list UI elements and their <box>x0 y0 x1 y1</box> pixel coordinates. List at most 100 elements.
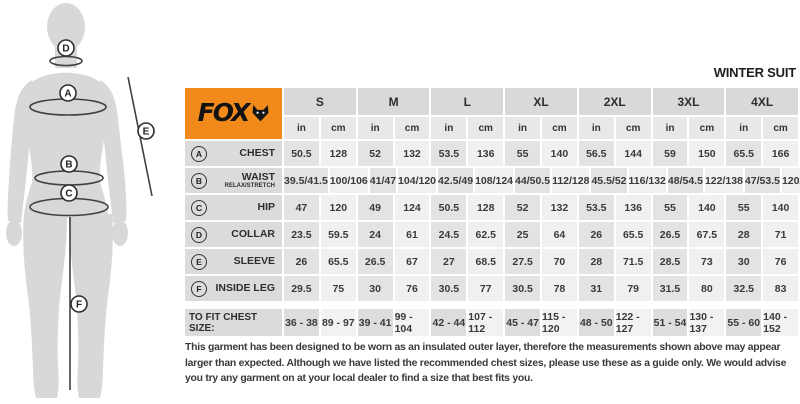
value-cell: 59 <box>652 141 688 166</box>
fox-logo-text: FOX <box>197 97 251 127</box>
row-label-cell: A CHEST <box>185 141 282 166</box>
value-cell: 100/106 <box>329 168 368 193</box>
value-cell: 30.5 <box>431 276 467 301</box>
size-header-2xl: 2XL <box>578 88 651 115</box>
row-label-cell: E SLEEVE <box>185 249 282 274</box>
table-row-collar: D COLLAR 23.5 59.5 24 61 24.5 62.5 25 64 26 65.5 26.… <box>185 222 799 247</box>
fit-value-cell: 122 - 127 <box>615 309 651 336</box>
value-cell: 31.5 <box>652 276 688 301</box>
diagram-letter-badges: A B C D E F <box>57 39 155 313</box>
value-cell: 77 <box>468 276 504 301</box>
diagram-badge-letter-a: A <box>64 89 71 100</box>
unit-header-4xl-in: in <box>726 117 762 139</box>
diagram-badge-circle-e <box>137 122 155 140</box>
value-cell: 140 <box>689 195 725 220</box>
fit-row-label: TO FIT CHEST SIZE: <box>189 311 258 334</box>
row-label-stack: INSIDE LEG <box>207 283 275 294</box>
value-cell: 31 <box>578 276 614 301</box>
fit-value-cell: 51 - 54 <box>652 309 688 336</box>
value-cell: 28.5 <box>652 249 688 274</box>
value-cell: 26 <box>578 222 614 247</box>
value-cell: 47/53.5 <box>744 168 780 193</box>
value-cell: 67 <box>394 249 430 274</box>
size-chart-table: FOX S M L XL 2XL 3XL 4XL in cm in cm in cm in cm in cm i… <box>185 88 800 336</box>
fit-value-cell: 89 - 97 <box>320 309 356 336</box>
value-cell: 122/138 <box>704 168 743 193</box>
fit-value-cell: 39 - 41 <box>357 309 393 336</box>
value-cell: 59.5 <box>320 222 356 247</box>
diagram-badge-letter-f: F <box>76 300 82 311</box>
row-label-stack: CHEST <box>207 148 275 159</box>
row-label-stack: HIP <box>207 202 275 213</box>
value-cell: 52 <box>357 141 393 166</box>
value-cell: 26.5 <box>357 249 393 274</box>
value-cell: 128 <box>468 195 504 220</box>
row-label-stack: COLLAR <box>207 229 275 240</box>
letter-badge-e: E <box>191 253 207 270</box>
value-cell: 144 <box>615 141 651 166</box>
value-cell: 50.5 <box>284 141 319 166</box>
fit-value-cell: 48 - 50 <box>578 309 614 336</box>
unit-header-xl-cm: cm <box>542 117 577 139</box>
value-cell: 65.5 <box>726 141 762 166</box>
body-measurement-diagram: A B C D E F <box>6 3 155 398</box>
value-cell: 140 <box>542 141 577 166</box>
value-cell: 29.5 <box>284 276 319 301</box>
row-label-stack: WAIST RELAX/STRETCH <box>207 172 275 190</box>
letter-badge-d: D <box>191 226 207 243</box>
table-row-waist: B WAIST RELAX/STRETCH 39.5/41.5 100/106 41/47… <box>185 168 800 193</box>
value-cell: 68.5 <box>468 249 504 274</box>
table-row-inside-leg: F INSIDE LEG 29.5 75 30 76 30.5 77 30.5 78 31 79 31.… <box>185 276 799 301</box>
row-label: SLEEVE <box>233 255 275 268</box>
value-cell: 104/120 <box>398 168 437 193</box>
size-header-l: L <box>431 88 504 115</box>
diagram-badge-letter-b: B <box>65 160 72 171</box>
table-row-chest: A CHEST 50.5 128 52 132 53.5 136 55 140 56.5 144 59 1… <box>185 141 799 166</box>
value-cell: 65.5 <box>320 249 356 274</box>
row-label-cell: B WAIST RELAX/STRETCH <box>185 168 282 193</box>
value-cell: 55 <box>505 141 541 166</box>
row-label-cell: F INSIDE LEG <box>185 276 282 301</box>
size-header-4xl: 4XL <box>726 88 799 115</box>
value-cell: 108/124 <box>475 168 514 193</box>
size-header-row: S M L XL 2XL 3XL 4XL <box>284 88 799 115</box>
value-cell: 83 <box>763 276 799 301</box>
value-cell: 124 <box>394 195 430 220</box>
row-label: COLLAR <box>231 228 275 241</box>
diagram-badge-letter-c: C <box>65 189 72 200</box>
fit-value-cell: 107 - 112 <box>468 309 504 336</box>
fox-head-icon <box>252 105 269 122</box>
table-row-hip: C HIP 47 120 49 124 50.5 128 52 132 53.5 136 55 140 55… <box>185 195 799 220</box>
value-cell: 41/47 <box>369 168 397 193</box>
value-cell: 26 <box>284 249 319 274</box>
page-title: WINTER SUIT <box>713 65 796 80</box>
value-cell: 27.5 <box>505 249 541 274</box>
diagram-badge-letter-e: E <box>143 127 150 138</box>
value-cell: 78 <box>542 276 577 301</box>
unit-header-xl-in: in <box>505 117 541 139</box>
value-cell: 30 <box>726 249 762 274</box>
value-cell: 30.5 <box>505 276 541 301</box>
value-cell: 42.5/49 <box>438 168 474 193</box>
value-cell: 70 <box>542 249 577 274</box>
value-cell: 26.5 <box>652 222 688 247</box>
size-header-m: M <box>357 88 430 115</box>
unit-header-l-cm: cm <box>468 117 504 139</box>
row-label: HIP <box>257 201 275 214</box>
value-cell: 32.5 <box>726 276 762 301</box>
fit-chest-size-row: TO FIT CHEST SIZE: 36 - 38 89 - 97 39 - 41 9… <box>185 309 799 336</box>
unit-header-l-in: in <box>431 117 467 139</box>
fit-value-cell: 130 - 137 <box>689 309 725 336</box>
value-cell: 136 <box>615 195 651 220</box>
value-cell: 132 <box>542 195 577 220</box>
value-cell: 53.5 <box>578 195 614 220</box>
value-cell: 80 <box>689 276 725 301</box>
fit-value-cell: 45 - 47 <box>505 309 541 336</box>
unit-header-m-in: in <box>357 117 393 139</box>
letter-badge-b: B <box>191 172 207 189</box>
row-label-stack: SLEEVE <box>207 256 275 267</box>
value-cell: 136 <box>468 141 504 166</box>
value-cell: 52 <box>505 195 541 220</box>
value-cell: 64 <box>542 222 577 247</box>
letter-badge-a: A <box>191 145 207 162</box>
